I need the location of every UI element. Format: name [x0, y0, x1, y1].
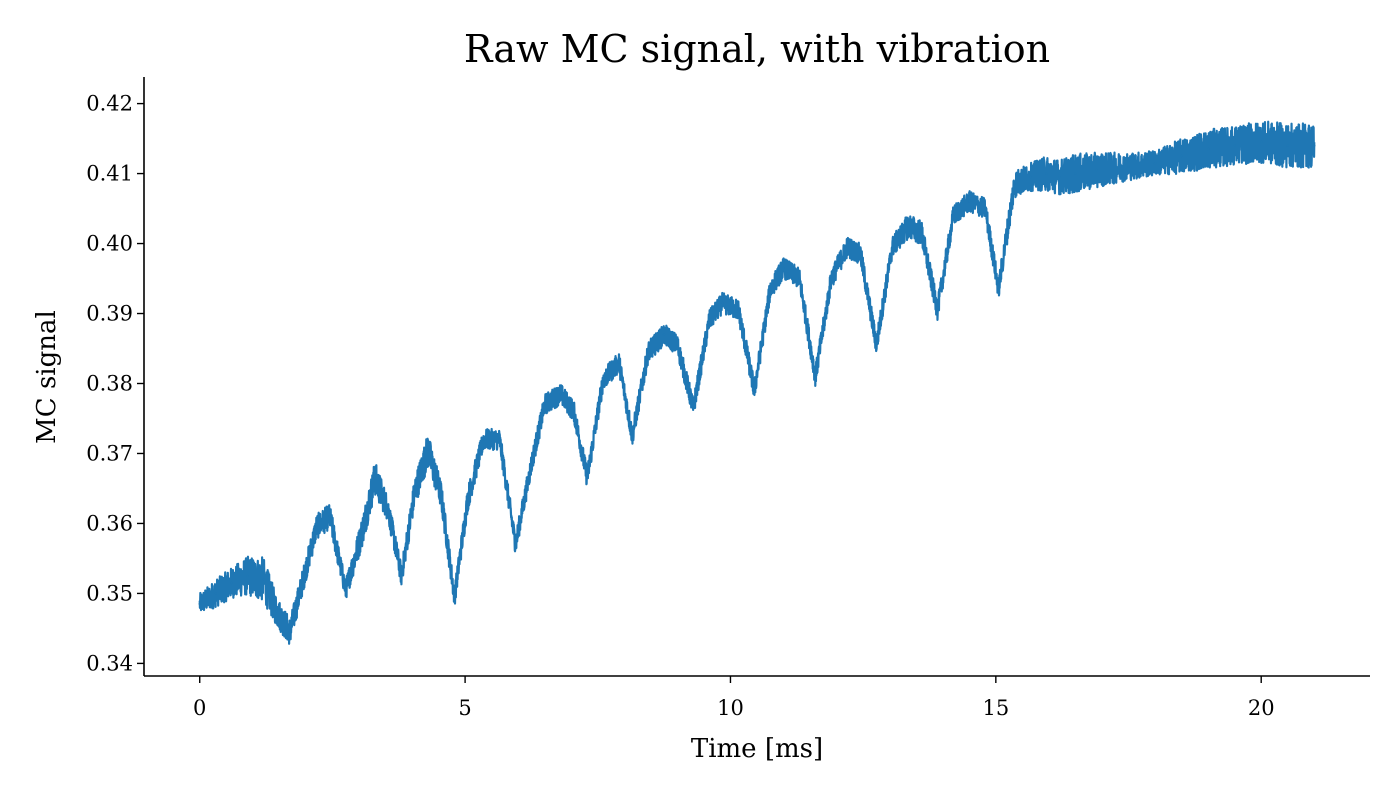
y-tick-label: 0.34 — [86, 651, 133, 675]
signal-data-point — [1260, 140, 1263, 144]
signal-data-point — [1045, 172, 1048, 175]
signal-data-point — [275, 609, 278, 613]
y-tick-label: 0.39 — [86, 302, 133, 326]
x-tick-label: 10 — [717, 696, 744, 720]
signal-data-point — [585, 476, 589, 480]
signal-data-point — [1029, 175, 1032, 179]
signal-data-point — [440, 494, 443, 497]
signal-data-point — [631, 434, 634, 438]
x-tick-label: 5 — [458, 696, 471, 720]
signal-data-point — [1074, 172, 1077, 175]
signal-data-point — [907, 224, 910, 228]
signal-data-point — [1286, 144, 1289, 147]
signal-data-point — [373, 476, 377, 480]
signal-data-point — [936, 308, 939, 312]
y-tick-label: 0.40 — [86, 232, 133, 256]
signal-data-point — [859, 252, 862, 256]
y-axis: 0.34 0.35 0.36 0.37 0.38 0.39 0.40 0.41 0.42 — [86, 92, 144, 675]
signal-data-point — [830, 277, 833, 280]
signal-data-point — [891, 245, 894, 249]
signal-data-point — [968, 200, 971, 203]
signal-data-point — [798, 277, 801, 280]
signal-data-point — [753, 389, 756, 392]
signal-data-point — [1095, 168, 1098, 172]
signal-data-point — [413, 490, 416, 494]
signal-data-point — [1013, 182, 1016, 186]
signal-data-point — [708, 319, 711, 322]
signal-data-point — [692, 406, 695, 410]
signal-data-point — [214, 592, 217, 595]
y-tick-label: 0.36 — [86, 511, 133, 535]
x-tick-label: 0 — [193, 696, 206, 720]
signal-data-point — [601, 378, 605, 382]
signal-data-point — [498, 438, 501, 441]
y-tick-label: 0.42 — [86, 92, 133, 116]
signal-data-point — [1180, 154, 1183, 158]
signal-data-point — [315, 525, 318, 529]
signal-data-point — [721, 301, 724, 305]
signal-data-point — [1233, 144, 1236, 147]
signal-data-point — [426, 448, 430, 452]
signal-data-point — [814, 375, 817, 378]
signal-data-point — [984, 207, 987, 210]
signal-data-point — [530, 462, 533, 466]
y-tick-label: 0.35 — [86, 581, 133, 605]
signal-data-point — [453, 595, 456, 599]
signal-data-point — [1206, 147, 1210, 151]
x-tick-label: 15 — [982, 696, 1009, 720]
y-tick-label: 0.38 — [86, 371, 133, 395]
signal-data-point — [386, 508, 390, 511]
signal-data-point — [559, 392, 562, 396]
signal-data-point — [662, 333, 666, 336]
plot-area — [198, 120, 1316, 645]
signal-data-point — [1153, 161, 1157, 165]
signal-data-point — [676, 343, 679, 347]
signal-data-point — [617, 361, 621, 364]
signal-data-point — [952, 214, 955, 217]
signal-data-point — [572, 410, 576, 413]
y-tick-label: 0.41 — [86, 162, 133, 186]
signal-data-point — [400, 574, 403, 578]
signal-data-point — [302, 578, 305, 581]
signal-data-point — [846, 245, 849, 249]
signal-data-point — [482, 438, 485, 441]
signal-data-point — [328, 515, 331, 518]
signal-data-point — [514, 543, 517, 546]
signal-series-line — [198, 120, 1316, 645]
signal-data-point — [997, 287, 1000, 291]
signal-data-point — [246, 574, 249, 578]
signal-data-point — [647, 350, 650, 354]
signal-data-point — [920, 231, 923, 235]
signal-data-point — [737, 308, 740, 312]
x-axis-label: Time [ms] — [691, 734, 823, 764]
signal-data-point — [288, 630, 292, 634]
x-axis: 0 5 10 15 20 — [193, 676, 1275, 720]
signal-data-point — [262, 578, 265, 581]
signal-data-point — [230, 581, 233, 585]
signal-data-point — [769, 287, 772, 291]
signal-data-point — [1058, 175, 1061, 179]
signal-data-point — [1313, 144, 1316, 147]
y-tick-label: 0.37 — [86, 441, 133, 465]
x-tick-label: 20 — [1248, 696, 1275, 720]
signal-data-point — [543, 403, 546, 406]
signal-data-point — [466, 497, 469, 501]
signal-data-point — [198, 602, 201, 606]
signal-data-point — [344, 588, 347, 592]
chart-title: Raw MC signal, with vibration — [464, 27, 1050, 71]
signal-data-point — [782, 266, 785, 270]
signal-data-point — [360, 532, 363, 536]
y-axis-label: MC signal — [32, 310, 62, 444]
signal-data-point — [875, 343, 878, 347]
signal-data-point — [1127, 165, 1130, 168]
